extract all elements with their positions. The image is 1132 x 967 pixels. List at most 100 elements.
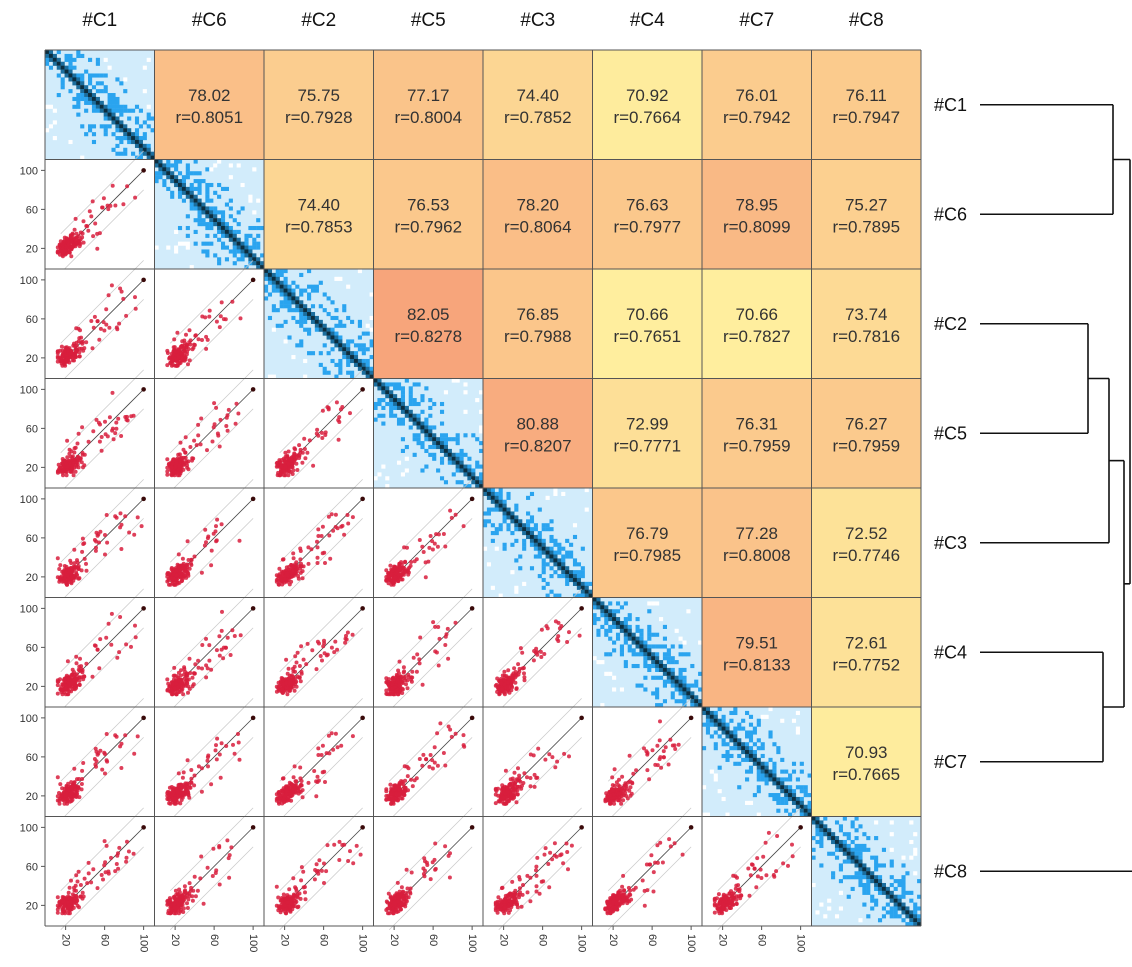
correlation-cell (592, 269, 702, 379)
heatmap-pixel (142, 147, 147, 152)
heatmap-pixel (752, 742, 757, 747)
heatmap-pixel (651, 652, 656, 657)
heatmap-pixel (768, 769, 773, 774)
heatmap-pixel (146, 116, 151, 121)
heatmap-pixel (576, 562, 581, 567)
heatmap-pixel (514, 503, 519, 508)
scatter-point (78, 456, 83, 461)
heatmap-pixel (705, 730, 711, 735)
scatter-point (207, 314, 212, 319)
heatmap-pixel (393, 413, 398, 418)
heatmap-pixel (619, 687, 624, 692)
heatmap-pixel (854, 859, 859, 864)
heatmap-pixel (498, 507, 503, 512)
heatmap-pixel (486, 519, 492, 524)
heatmap-pixel (725, 812, 730, 817)
scatter-point (315, 539, 319, 544)
cell-r-label: r=0.7664 (613, 108, 681, 127)
heatmap-pixel (795, 710, 800, 716)
heatmap-pixel (134, 128, 140, 133)
heatmap-pixel (475, 476, 480, 481)
cell-value-label: 72.61 (845, 633, 888, 652)
scatter-point (59, 574, 64, 579)
heatmap-pixel (600, 660, 605, 665)
heatmap-pixel (197, 182, 202, 188)
heatmap-pixel (600, 703, 605, 708)
heatmap-pixel (463, 433, 468, 438)
heatmap-pixel (353, 362, 359, 367)
heatmap-pixel (389, 382, 394, 387)
heatmap-pixel (479, 390, 484, 395)
heatmap-pixel (64, 65, 69, 70)
heatmap-pixel (815, 828, 820, 833)
heatmap-pixel (385, 386, 390, 391)
scatter-point (204, 636, 208, 641)
heatmap-pixel (514, 515, 519, 520)
heatmap-pixel (357, 269, 362, 274)
heatmap-pixel (526, 511, 531, 516)
heatmap-pixel (307, 308, 312, 313)
heatmap-pixel (193, 186, 198, 191)
scatter-point (332, 650, 337, 655)
heatmap-pixel (623, 640, 628, 645)
heatmap-pixel (917, 914, 922, 919)
scatter-point (94, 545, 98, 550)
scatter-point (65, 464, 70, 469)
scatter-point (391, 692, 396, 697)
heatmap-pixel (572, 574, 578, 579)
heatmap-pixel (811, 816, 816, 821)
heatmap-pixel (197, 190, 202, 195)
scatter-point (177, 678, 182, 683)
scatter-point (417, 661, 422, 666)
heatmap-pixel (275, 280, 280, 285)
heatmap-pixel (729, 746, 734, 751)
heatmap-pixel (123, 128, 128, 133)
heatmap-pixel (95, 57, 100, 62)
heatmap-pixel (612, 675, 617, 680)
heatmap-pixel (236, 222, 241, 227)
scatter-point (435, 763, 440, 768)
heatmap-pixel (295, 308, 300, 313)
scatter-point (301, 657, 306, 662)
heatmap-pixel (917, 879, 922, 884)
heatmap-pixel (248, 233, 253, 238)
heatmap-pixel (733, 761, 738, 766)
heatmap-pixel (213, 190, 218, 195)
heatmap-pixel (365, 374, 370, 379)
heatmap-pixel (123, 136, 128, 141)
heatmap-pixel (303, 374, 308, 379)
scatter-point (238, 316, 243, 321)
heatmap-pixel (866, 871, 871, 876)
heatmap-pixel (443, 452, 448, 457)
heatmap-pixel (256, 265, 261, 270)
heatmap-pixel (529, 519, 535, 524)
heatmap-pixel (709, 714, 714, 719)
heatmap-pixel (737, 746, 742, 751)
heatmap-pixel (686, 695, 691, 700)
correlation-cell (483, 269, 593, 379)
heatmap-pixel (283, 276, 288, 281)
heatmap-pixel (580, 589, 585, 594)
heatmap-pixel (424, 429, 429, 434)
scatter-point (405, 678, 410, 683)
scatter-point (183, 450, 188, 455)
scatter-point (77, 668, 82, 673)
scatter-point (177, 565, 181, 570)
heatmap-pixel (80, 93, 85, 98)
cell-value-label: 75.75 (297, 86, 340, 105)
heatmap-pixel (917, 906, 922, 911)
heatmap-pixel (142, 143, 147, 148)
heatmap-pixel (866, 836, 871, 841)
scatter-point (199, 789, 204, 794)
scatter-point (291, 556, 296, 561)
heatmap-pixel (858, 824, 863, 829)
heatmap-pixel (643, 652, 648, 657)
scatter-point (72, 561, 77, 566)
scatter-point (280, 557, 285, 562)
heatmap-pixel (68, 77, 73, 82)
heatmap-pixel (889, 820, 894, 825)
heatmap-pixel (615, 624, 621, 629)
heatmap-pixel (271, 374, 276, 379)
scatter-point (284, 657, 289, 662)
heatmap-pixel (459, 480, 464, 485)
